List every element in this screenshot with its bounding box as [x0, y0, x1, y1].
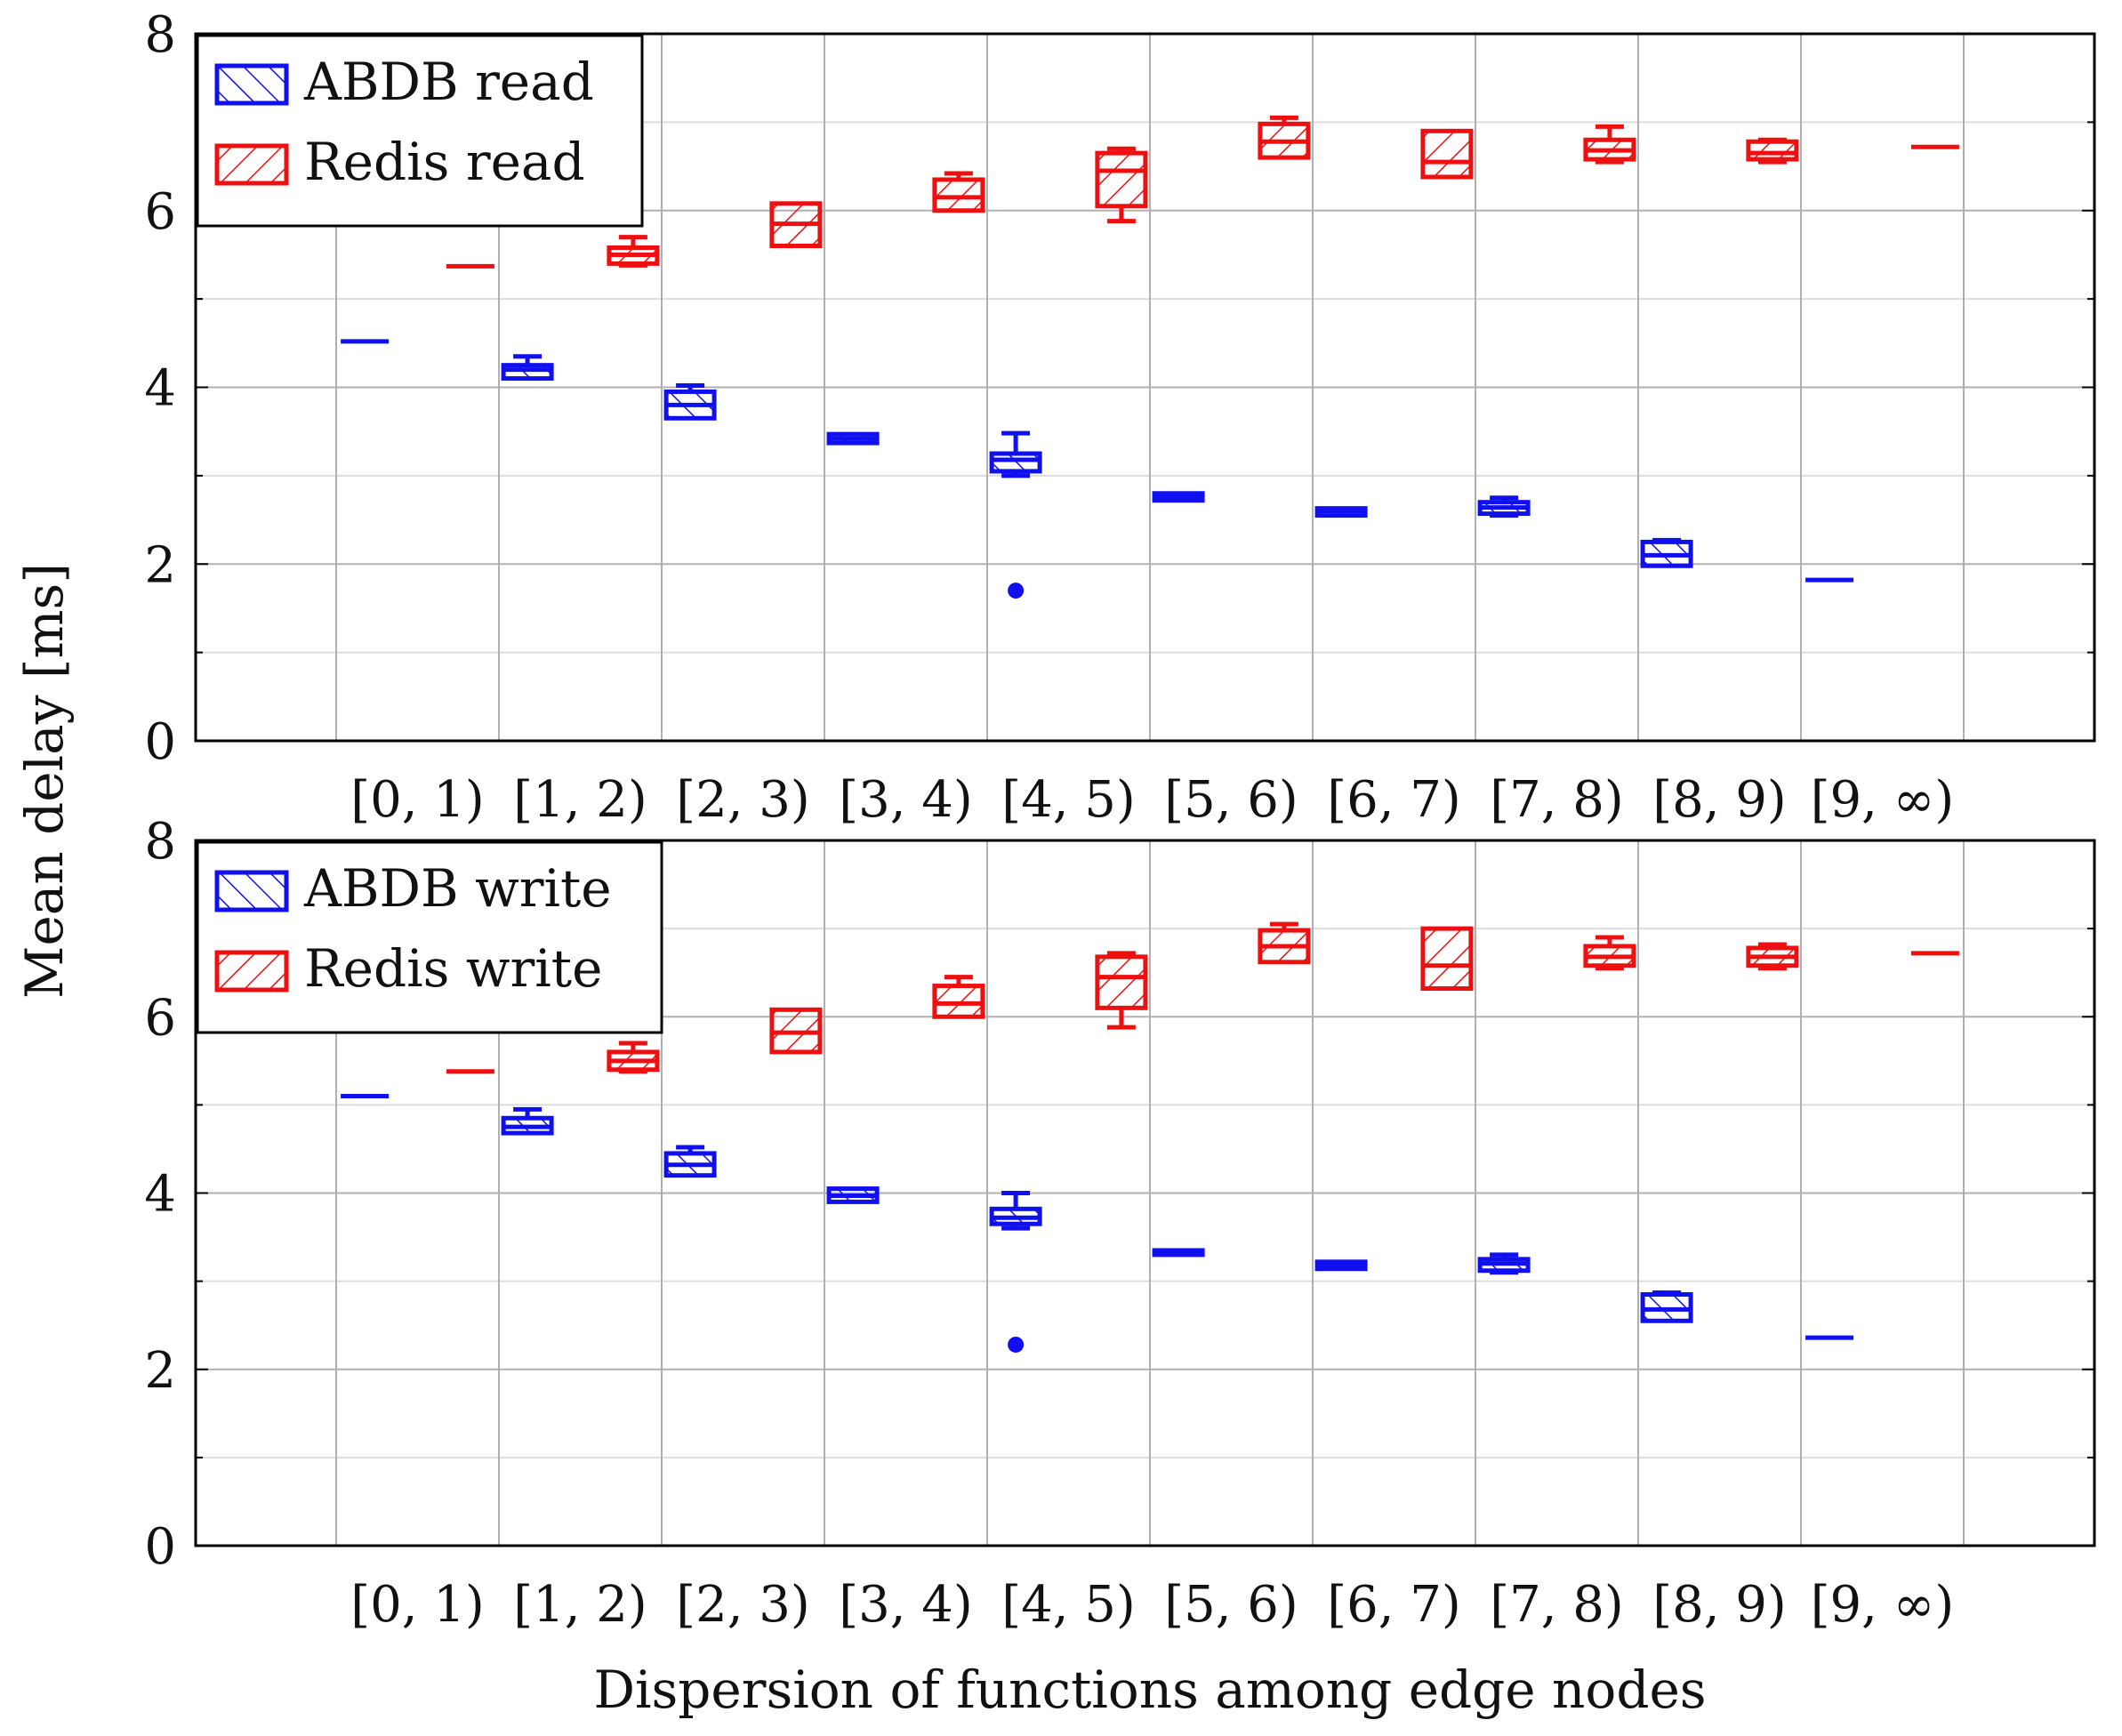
write-delay-chart: 0 2 4 6 8 [0, 1) [1, 2) [2, 3) [3, 4) [4, 5) [5, 6… — [144, 813, 2096, 1634]
x-tick-label: [9, ∞) — [1811, 1576, 1955, 1634]
y-tick-label: 8 — [144, 6, 176, 64]
box-plot — [501, 1106, 554, 1136]
box-plot — [1314, 1259, 1368, 1272]
outlier-point — [1008, 583, 1025, 599]
series-abdb-read — [341, 339, 1854, 599]
x-tick-label: [4, 5) — [1001, 1576, 1136, 1634]
x-tick-label: [7, 8) — [1490, 1576, 1624, 1634]
box-plot — [1095, 146, 1148, 224]
box-plot — [1314, 506, 1368, 518]
y-tick-label: 0 — [144, 1518, 176, 1576]
box-plot — [989, 430, 1042, 599]
series-abdb-write — [341, 1093, 1854, 1353]
box — [1420, 926, 1474, 992]
series-redis-write — [446, 921, 1959, 1074]
box — [989, 451, 1042, 474]
y-tick-label: 4 — [144, 1166, 176, 1224]
box-plot — [1095, 951, 1148, 1030]
x-tick-label: [1, 2) — [513, 771, 647, 829]
box-plot — [1640, 1290, 1693, 1323]
box-plot — [1258, 115, 1311, 160]
legend-label: Redis write — [304, 938, 602, 999]
x-tick-label: [6, 7) — [1327, 1576, 1461, 1634]
box — [1095, 954, 1148, 1010]
box-plot — [1420, 926, 1474, 992]
box-plot — [1583, 935, 1636, 971]
box-plot — [826, 431, 880, 446]
box-plot — [1258, 921, 1311, 965]
y-tick-label: 2 — [144, 536, 176, 594]
x-tick-label: [8, 9) — [1652, 1576, 1787, 1634]
box-plot — [769, 201, 823, 249]
x-tick-label: [5, 6) — [1164, 1576, 1298, 1634]
y-tick-label: 8 — [144, 813, 176, 871]
box-plot — [1583, 124, 1636, 165]
x-tick-label: [8, 9) — [1652, 771, 1787, 829]
y-tick-label: 4 — [144, 360, 176, 418]
x-tick-label: [7, 8) — [1490, 771, 1624, 829]
legend-label: Redis read — [304, 132, 585, 192]
x-tick-label: [6, 7) — [1327, 771, 1461, 829]
series-redis-read — [446, 115, 1959, 269]
y-tick-label: 0 — [144, 713, 176, 771]
box — [1746, 139, 1799, 162]
x-tick-label: [5, 6) — [1164, 771, 1298, 829]
x-tick-label: [1, 2) — [513, 1576, 647, 1634]
box-plot — [1640, 537, 1693, 568]
box-plot — [1420, 128, 1474, 180]
legend-label: ABDB write — [303, 858, 612, 919]
legend: ABDB write Redis write — [196, 840, 663, 1034]
x-axis-label: Dispersion of functions among edge nodes — [593, 1660, 1706, 1720]
x-tick-label: [3, 4) — [839, 1576, 973, 1634]
x-tick-label: [9, ∞) — [1811, 771, 1955, 829]
box-plot — [1477, 495, 1531, 518]
box-plot — [1477, 1252, 1531, 1275]
box-plot — [663, 1145, 717, 1178]
x-tick-label: [2, 3) — [676, 1576, 810, 1634]
box — [1095, 150, 1148, 209]
box-plot — [1746, 137, 1799, 165]
x-tick-label: [3, 4) — [839, 771, 973, 829]
outlier-point — [1008, 1336, 1025, 1353]
x-tick-label: [4, 5) — [1001, 771, 1136, 829]
box-plot — [607, 235, 660, 268]
legend-label: ABDB read — [303, 52, 594, 112]
legend-swatch — [214, 63, 289, 106]
legend-swatch — [214, 143, 289, 186]
box-plot — [826, 1186, 880, 1204]
x-tick-label: [0, 1) — [350, 771, 485, 829]
read-delay-chart: 0 2 4 6 8 [0, 1) [1, 2) [2, 3) [3, 4) [4, 5) [5, 6… — [144, 6, 2096, 829]
y-tick-label: 6 — [144, 989, 176, 1047]
y-tick-label: 6 — [144, 183, 176, 241]
box-plot — [501, 354, 554, 382]
box-plot — [932, 171, 985, 213]
box-plot — [1746, 942, 1799, 971]
box-plot — [769, 1007, 823, 1055]
box-plot — [1152, 1248, 1205, 1258]
legend-swatch — [214, 950, 289, 993]
box-plot — [1152, 491, 1205, 503]
x-tick-label: [2, 3) — [676, 771, 810, 829]
legend-swatch — [214, 870, 289, 912]
x-tick-label: [0, 1) — [350, 1576, 485, 1634]
legend: ABDB read Redis read — [196, 34, 644, 228]
y-tick-label: 2 — [144, 1342, 176, 1400]
box-plot — [607, 1041, 660, 1074]
box-plot — [989, 1191, 1042, 1353]
box-plot — [663, 383, 717, 421]
y-axis-label: Mean delay [ms] — [14, 563, 75, 999]
box — [1420, 128, 1474, 180]
box-plot — [932, 975, 985, 1019]
